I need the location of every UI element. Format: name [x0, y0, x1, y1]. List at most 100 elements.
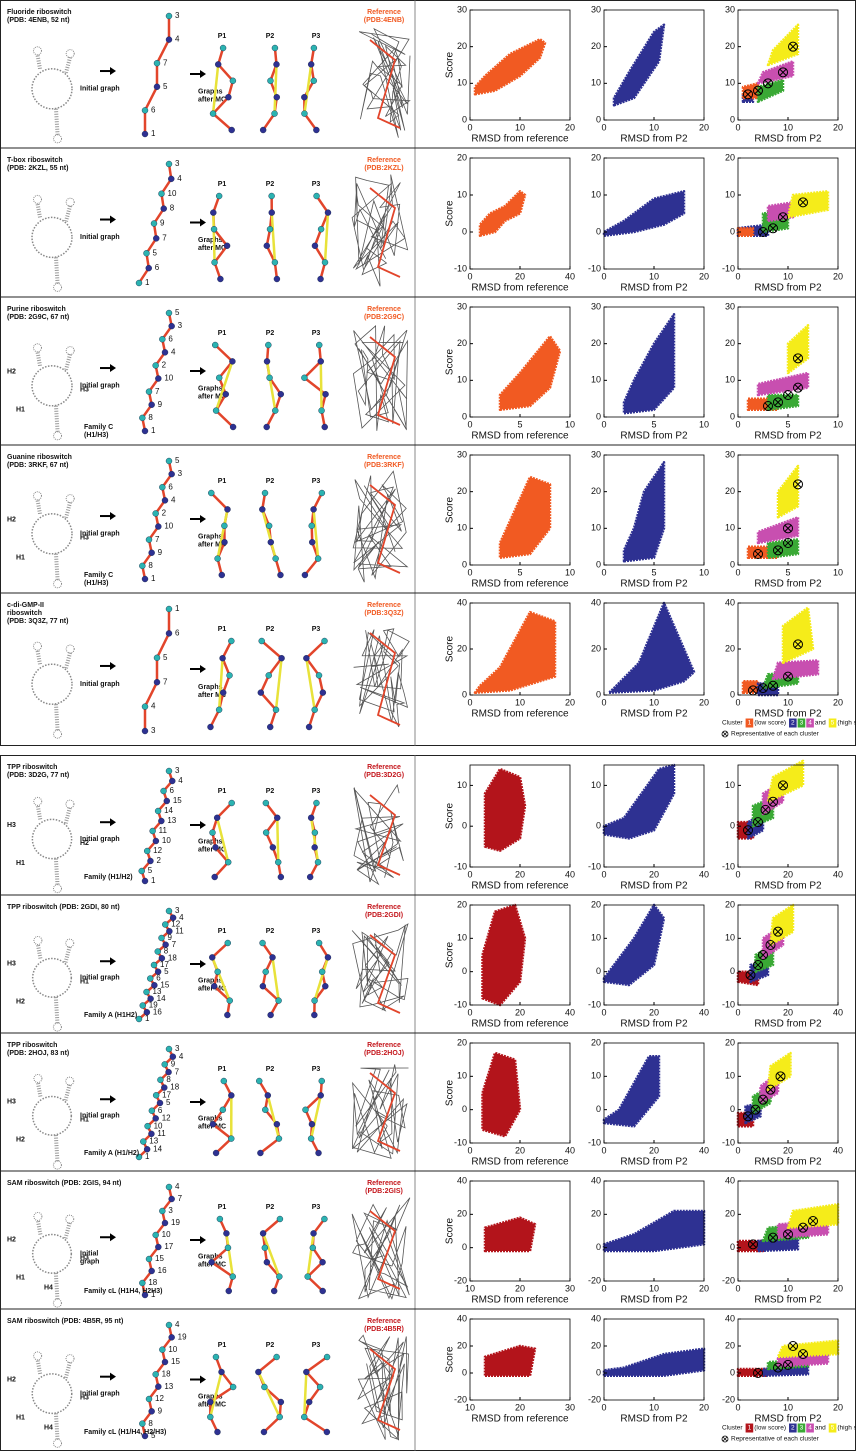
graph-node: [271, 1288, 277, 1294]
secondary-hairpin: [66, 198, 74, 206]
x-tick-label: 0: [467, 271, 472, 281]
secondary-stem: [37, 55, 40, 69]
initial-graph: [142, 1325, 171, 1436]
node-label: 7: [178, 1194, 183, 1203]
y-tick-label: 20: [591, 1209, 601, 1219]
after-mc-label: Graphs: [198, 977, 223, 984]
point-cloud: [768, 539, 798, 557]
y-tick-label: 20: [725, 152, 735, 162]
reference-structure: [352, 1064, 408, 1158]
x-axis-label: RMSD from reference: [471, 1414, 569, 1425]
graph-node: [309, 523, 315, 529]
node-label: 13: [164, 1382, 173, 1391]
reference-structure: [352, 175, 408, 287]
graph-node: [323, 391, 329, 397]
graph-node: [263, 830, 269, 836]
graph-node: [263, 800, 269, 806]
helix-label: H3: [7, 822, 16, 829]
x-tick-label: 0: [735, 122, 740, 132]
helix-label: H1: [16, 1414, 25, 1421]
point-cloud: [778, 466, 798, 517]
graph-node: [310, 1245, 316, 1251]
x-axis-label: RMSD from reference: [471, 283, 569, 294]
y-tick-label: 20: [725, 1209, 735, 1219]
x-axis-label: RMSD from P2: [754, 1295, 822, 1306]
node-label: 12: [162, 1114, 171, 1123]
arrow-head: [200, 1376, 206, 1384]
y-tick-label: 30: [591, 301, 601, 311]
secondary-stem: [56, 704, 58, 730]
x-tick-label: 20: [833, 697, 843, 707]
x-tick-label: 40: [565, 1007, 575, 1017]
node-label: 4: [179, 1052, 184, 1061]
point-cloud: [771, 905, 794, 945]
reference-structure: [353, 471, 407, 582]
x-tick-label: 30: [565, 1402, 575, 1412]
graph-node: [212, 342, 218, 348]
secondary-hairpin: [34, 1074, 42, 1082]
graph-node: [142, 728, 148, 734]
graph-node: [139, 1280, 145, 1286]
node-label: 15: [171, 1357, 180, 1366]
graph-node: [208, 490, 214, 496]
point-cloud: [485, 769, 525, 851]
y-tick-label: 30: [457, 301, 467, 311]
graph-node: [162, 349, 168, 355]
model-contact: [262, 509, 275, 558]
graph-node: [142, 107, 148, 113]
graph-node: [274, 276, 280, 282]
legend-text: 3: [800, 720, 804, 727]
x-tick-label: 10: [833, 419, 843, 429]
graph-node: [267, 375, 273, 381]
row-title: TPP riboswitch (PDB: 2GDI, 80 nt): [7, 904, 120, 911]
node-label: 14: [164, 806, 173, 815]
secondary-stem: [38, 805, 41, 819]
row-title: riboswitch: [7, 610, 42, 617]
x-tick-label: 5: [785, 419, 790, 429]
x-tick-label: 20: [699, 122, 709, 132]
x-tick-label: 0: [467, 419, 472, 429]
graph-node: [159, 935, 165, 941]
graph-node: [154, 655, 160, 661]
secondary-stem: [56, 859, 58, 885]
x-tick-label: 0: [735, 567, 740, 577]
secondary-hairpin: [54, 580, 62, 588]
graph-node: [312, 707, 318, 713]
node-label: 10: [168, 189, 177, 198]
initial-graph-label: Initial graph: [80, 1390, 120, 1397]
y-tick-label: 0: [462, 1104, 467, 1114]
reference-label: Reference: [367, 306, 401, 313]
secondary-hairpin: [53, 1023, 61, 1031]
row-title: (PDB: 3Q3Z, 77 nt): [7, 618, 68, 625]
graph-node: [153, 510, 159, 516]
node-label: 8: [170, 204, 175, 213]
y-axis-label: Score: [445, 497, 456, 524]
graph-node: [169, 323, 175, 329]
legend-text: 5: [831, 1425, 835, 1432]
node-label: 11: [175, 926, 184, 935]
graph-node: [166, 606, 172, 612]
model-graph: [305, 1081, 321, 1153]
node-label: 16: [153, 1007, 162, 1016]
node-label: 5: [175, 456, 180, 465]
family-label: Family (H1/H2): [84, 874, 133, 881]
node-label: 5: [166, 1098, 171, 1107]
model-contact: [315, 957, 328, 1000]
model-label: P3: [312, 1342, 321, 1349]
graph-node: [273, 556, 279, 562]
reference-structure: [354, 629, 410, 727]
y-tick-label: 10: [725, 523, 735, 533]
y-tick-label: -20: [454, 1275, 467, 1285]
node-label: 19: [171, 1218, 180, 1227]
secondary-stem: [66, 946, 70, 962]
x-tick-label: 10: [649, 122, 659, 132]
node-label: 9: [158, 1406, 163, 1415]
graph-node: [270, 954, 276, 960]
graph-node: [149, 402, 155, 408]
initial-graph-label: Initial graph: [80, 234, 120, 241]
x-tick-label: 20: [833, 1283, 843, 1293]
graph-node: [211, 226, 217, 232]
node-label: 18: [168, 953, 177, 962]
graph-node: [220, 45, 226, 51]
x-tick-label: 20: [699, 1283, 709, 1293]
